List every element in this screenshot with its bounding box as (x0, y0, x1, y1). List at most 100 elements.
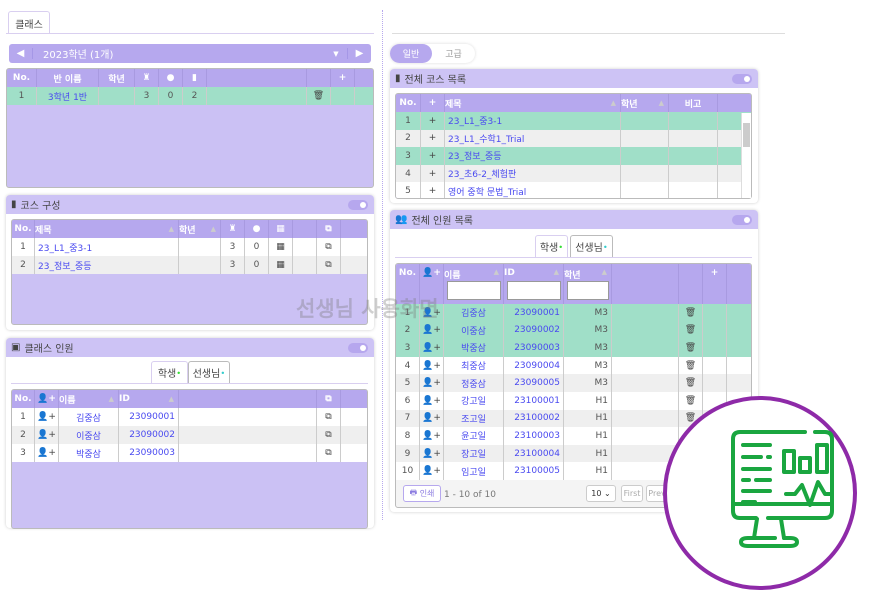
column-header[interactable]: ID ▲ (504, 264, 564, 304)
tab-teachers[interactable]: 선생님 • (570, 235, 613, 257)
calendar-icon[interactable]: ▦ (276, 242, 285, 252)
course-title-link[interactable]: 23_정보_중등 (38, 261, 92, 272)
table-row[interactable]: 7 👤+ 조고일 23100002 H1 🗑 (396, 409, 751, 428)
trash-icon[interactable]: 🗑 (684, 413, 697, 424)
table-row[interactable]: 5 + 영어 중학 문법_Trial (396, 182, 751, 198)
external-link-icon[interactable]: ⧉ (325, 412, 332, 422)
tab-class[interactable]: 클래스 (8, 11, 50, 34)
user-plus-icon[interactable]: 👤+ (37, 448, 56, 458)
table-cell[interactable]: 👤+ (420, 339, 444, 357)
member-id-link[interactable]: 23100001 (514, 395, 560, 406)
sort-icon[interactable]: ▲ (553, 268, 559, 276)
user-plus-icon[interactable]: 👤+ (422, 395, 441, 406)
member-name-link[interactable]: 임고일 (461, 467, 486, 478)
table-row[interactable]: 1 3학년 1반 3 0 2 🗑 (7, 87, 373, 105)
table-cell[interactable]: 👤+ (35, 408, 59, 426)
tab-students[interactable]: 학생 • (535, 235, 568, 257)
external-link-icon[interactable]: ⧉ (325, 448, 332, 458)
member-name-link[interactable]: 김중삼 (461, 309, 486, 320)
table-cell[interactable]: 🗑 (307, 87, 331, 105)
table-row[interactable]: 3 👤+ 박중삼 23090003 ⧉ (12, 444, 367, 462)
member-name-link[interactable]: 박중삼 (76, 449, 101, 460)
sort-icon[interactable]: ▲ (658, 99, 664, 107)
sort-icon[interactable]: ▲ (601, 268, 607, 276)
course-title-link[interactable]: 23_L1_중3-1 (38, 243, 93, 254)
column-header[interactable]: 이름 ▲ (444, 264, 504, 304)
member-name-link[interactable]: 최중삼 (461, 362, 486, 373)
table-cell[interactable]: 🗑 (679, 391, 703, 410)
table-row[interactable]: 3 👤+ 박중삼 23090003 M3 🗑 (396, 339, 751, 357)
table-cell[interactable]: 👤+ (420, 409, 444, 428)
table-cell[interactable]: ⧉ (317, 256, 341, 274)
user-plus-icon[interactable]: 👤+ (422, 325, 441, 336)
table-row[interactable]: 2 +23_L1_수학1_Trial (396, 129, 751, 148)
member-id-link[interactable]: 23090003 (129, 448, 175, 458)
add-icon[interactable]: + (428, 133, 437, 144)
tab-teachers[interactable]: 선생님 • (188, 361, 230, 383)
filter-input-4[interactable] (567, 281, 609, 300)
member-id-link[interactable]: 23100005 (514, 466, 560, 477)
table-row[interactable]: 2 👤+ 이중삼 23090002 ⧉ (12, 426, 367, 444)
filter-input-2[interactable] (447, 281, 501, 300)
external-link-icon[interactable]: ⧉ (325, 242, 332, 252)
add-icon[interactable]: + (428, 168, 437, 179)
mode-basic[interactable]: 일반 (390, 44, 432, 63)
column-header[interactable]: 학년 ▲ (564, 264, 612, 304)
table-cell[interactable]: 👤+ (420, 444, 444, 463)
course-title-link[interactable]: 23_초6-2_체험판 (448, 170, 517, 181)
table-row[interactable]: 1 23_L1_중3-1 3 0 ▦ ⧉ (12, 238, 367, 256)
trash-icon[interactable]: 🗑 (684, 360, 697, 371)
member-id-link[interactable]: 23090002 (514, 325, 560, 336)
column-header[interactable]: 학년 ▲ (621, 94, 669, 112)
table-cell[interactable]: 🗑 (679, 304, 703, 322)
column-header[interactable]: 학년 ▲ (179, 220, 221, 238)
table-cell[interactable]: ⧉ (317, 444, 341, 462)
table-cell[interactable]: 👤+ (35, 426, 59, 444)
column-header[interactable]: 이름 ▲ (59, 390, 119, 408)
tab-students[interactable]: 학생 • (151, 361, 188, 383)
table-cell[interactable]: 🗑 (679, 374, 703, 392)
user-plus-icon[interactable]: 👤+ (422, 342, 441, 353)
member-name-link[interactable]: 김중삼 (76, 413, 101, 424)
table-cell[interactable]: 🗑 (679, 356, 703, 375)
table-cell[interactable]: ⧉ (317, 408, 341, 426)
user-plus-icon[interactable]: 👤+ (422, 466, 441, 477)
trash-icon[interactable]: 🗑 (684, 342, 697, 353)
page-size-select[interactable]: 10 ⌄ (586, 485, 616, 502)
sort-icon[interactable]: ▲ (493, 268, 499, 276)
column-header[interactable]: + (703, 264, 727, 304)
course-title-link[interactable]: 23_L1_수학1_Trial (448, 134, 525, 145)
table-cell[interactable]: 👤+ (420, 427, 444, 445)
sort-icon[interactable]: ▲ (610, 99, 616, 107)
user-plus-icon[interactable]: 👤+ (422, 413, 441, 424)
trash-icon[interactable]: 🗑 (312, 91, 325, 101)
table-cell[interactable]: 👤+ (420, 462, 444, 480)
table-cell[interactable]: ▦ (269, 238, 293, 256)
member-name-link[interactable]: 박중삼 (461, 344, 486, 355)
table-cell[interactable]: 👤+ (35, 444, 59, 462)
member-name-link[interactable]: 윤고일 (461, 432, 486, 443)
next-year-icon[interactable]: ▶ (347, 48, 371, 59)
mode-advanced[interactable]: 고급 (445, 50, 462, 60)
member-id-link[interactable]: 23090001 (129, 412, 175, 422)
member-name-link[interactable]: 조고일 (461, 414, 486, 425)
table-row[interactable]: 1 +23_L1_중3-1 (396, 112, 751, 130)
add-icon[interactable]: + (428, 115, 437, 126)
trash-icon[interactable]: 🗑 (684, 395, 697, 406)
member-id-link[interactable]: 23090005 (514, 378, 560, 389)
table-cell[interactable]: ⧉ (317, 238, 341, 256)
table-row[interactable]: 2 👤+ 이중삼 23090002 M3 🗑 (396, 321, 751, 340)
panel-toggle[interactable] (732, 74, 752, 84)
external-link-icon[interactable]: ⧉ (325, 430, 332, 440)
member-id-link[interactable]: 23090004 (514, 360, 560, 371)
mode-toggle[interactable]: 일반 고급 (390, 44, 475, 63)
trash-icon[interactable]: 🗑 (684, 378, 697, 389)
member-id-link[interactable]: 23100003 (514, 430, 560, 441)
sort-icon[interactable]: ▲ (108, 395, 114, 403)
table-row[interactable]: 1 👤+ 김중삼 23090001 M3 🗑 (396, 304, 751, 322)
trash-icon[interactable]: 🗑 (684, 307, 697, 318)
table-cell[interactable]: ▦ (269, 256, 293, 274)
sort-icon[interactable]: ▲ (168, 395, 174, 403)
member-name-link[interactable]: 강고일 (461, 397, 486, 408)
